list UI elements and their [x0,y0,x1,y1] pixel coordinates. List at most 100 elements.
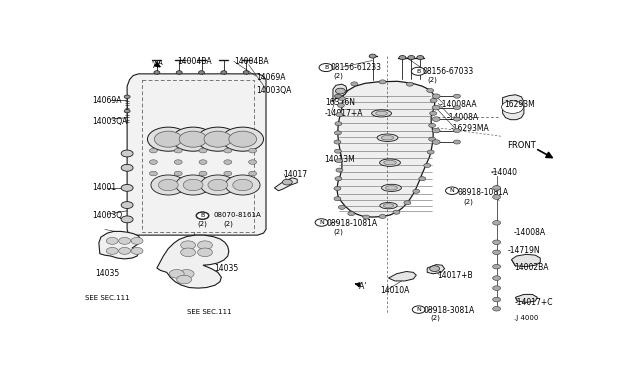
Circle shape [224,160,232,164]
Circle shape [199,148,207,153]
Circle shape [243,71,249,74]
Ellipse shape [381,135,394,140]
Circle shape [106,237,118,244]
Circle shape [493,221,500,225]
Polygon shape [275,178,297,191]
Text: 14004BA: 14004BA [234,57,268,66]
Circle shape [118,237,131,244]
Ellipse shape [380,159,401,166]
Text: 14035: 14035 [214,264,238,273]
Text: -14008AA: -14008AA [440,100,477,109]
Circle shape [412,306,425,313]
Text: N: N [450,188,454,193]
Circle shape [198,71,205,74]
Circle shape [200,175,236,195]
Text: 08918-1081A: 08918-1081A [326,219,378,228]
Text: -14719N: -14719N [508,246,540,255]
Text: 'A': 'A' [151,61,161,70]
Circle shape [196,212,209,219]
Circle shape [150,160,157,164]
Text: B: B [416,69,420,74]
Text: A: A [158,60,163,66]
Circle shape [335,149,341,153]
Text: 16376N: 16376N [326,98,356,107]
Text: 08918-1081A: 08918-1081A [458,188,509,197]
Polygon shape [515,294,538,302]
Circle shape [399,55,406,60]
Circle shape [454,117,460,121]
Circle shape [121,150,133,157]
Circle shape [379,215,386,218]
Circle shape [199,171,207,176]
Text: 14017+B: 14017+B [437,271,473,280]
Circle shape [351,82,358,86]
Circle shape [335,177,342,181]
Polygon shape [127,74,266,235]
Circle shape [222,127,264,151]
Circle shape [154,71,160,74]
Polygon shape [99,231,141,259]
Polygon shape [428,264,445,274]
Polygon shape [511,254,540,267]
Circle shape [174,160,182,164]
Circle shape [174,148,182,153]
Circle shape [427,89,434,93]
Circle shape [315,219,328,226]
Polygon shape [502,95,524,120]
Circle shape [334,186,341,190]
Circle shape [204,131,232,147]
Circle shape [208,179,228,191]
Polygon shape [157,235,229,288]
Polygon shape [388,272,416,281]
Circle shape [417,55,424,60]
Circle shape [158,179,178,191]
Text: B: B [200,213,205,218]
Circle shape [404,201,411,205]
Circle shape [454,140,460,144]
Circle shape [493,307,500,311]
Ellipse shape [376,111,388,116]
Circle shape [179,131,207,147]
Circle shape [121,202,133,208]
Text: 14002BA: 14002BA [514,263,548,272]
Circle shape [454,94,460,98]
Text: 14004BA: 14004BA [177,57,211,66]
Circle shape [150,171,157,176]
Circle shape [493,297,500,302]
Circle shape [428,150,434,154]
Circle shape [282,179,292,185]
Circle shape [124,95,130,99]
Text: .J 4000: .J 4000 [514,315,538,321]
Circle shape [429,137,436,141]
Text: 'A': 'A' [356,282,366,291]
Text: 08918-3081A: 08918-3081A [424,306,475,315]
Circle shape [502,101,524,113]
Circle shape [348,212,355,216]
Circle shape [363,215,370,219]
Circle shape [174,171,182,176]
Circle shape [221,71,227,74]
Circle shape [334,197,341,201]
Text: 14001: 14001 [92,183,116,192]
Circle shape [335,158,342,163]
Circle shape [335,94,341,98]
Text: 16293M: 16293M [504,100,535,109]
Circle shape [198,248,212,257]
Circle shape [445,187,458,195]
Text: FRONT: FRONT [508,141,536,150]
Circle shape [150,148,157,153]
Circle shape [432,94,440,99]
Circle shape [106,247,118,254]
Circle shape [493,250,500,254]
Circle shape [319,64,333,71]
Circle shape [335,122,342,126]
Circle shape [413,189,420,193]
Text: (2): (2) [333,73,343,79]
Circle shape [197,127,239,151]
Circle shape [248,160,257,164]
Circle shape [233,179,253,191]
Circle shape [183,179,203,191]
Polygon shape [337,81,435,217]
Text: (2): (2) [430,315,440,321]
Text: 14013M: 14013M [324,155,355,164]
